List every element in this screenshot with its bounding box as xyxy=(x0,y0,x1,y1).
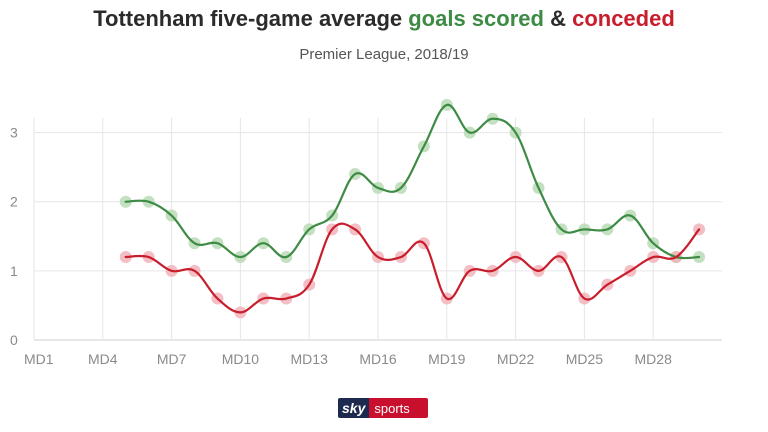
title-scored: goals scored xyxy=(408,6,544,31)
conceded-series-line xyxy=(124,222,701,314)
logo-sports-text: sports xyxy=(369,398,428,418)
x-tick-label: MD16 xyxy=(359,351,397,367)
x-tick-label: MD28 xyxy=(635,351,673,367)
title-prefix: Tottenham five-game average xyxy=(93,6,409,31)
x-tick-label: MD13 xyxy=(291,351,329,367)
title-amp: & xyxy=(543,6,573,31)
title-conceded: conceded xyxy=(572,6,675,31)
sky-sports-logo: sky sports xyxy=(338,398,428,418)
x-tick-label: MD4 xyxy=(88,351,118,367)
x-tick-label: MD10 xyxy=(222,351,260,367)
chart-title: Tottenham five-game average goals scored… xyxy=(0,6,768,32)
x-tick-label: MD22 xyxy=(497,351,535,367)
y-tick-label: 3 xyxy=(10,125,18,141)
x-tick-label: MD7 xyxy=(157,351,187,367)
y-tick-label: 0 xyxy=(10,332,18,348)
x-tick-label: MD19 xyxy=(428,351,466,367)
y-tick-label: 2 xyxy=(10,194,18,210)
x-tick-label: MD25 xyxy=(566,351,604,367)
chart-subtitle: Premier League, 2018/19 xyxy=(299,46,469,63)
x-tick-label: MD1 xyxy=(24,351,54,367)
logo-sky-text: sky xyxy=(338,398,370,418)
y-tick-label: 1 xyxy=(10,263,18,279)
scored-series-line xyxy=(124,103,701,260)
